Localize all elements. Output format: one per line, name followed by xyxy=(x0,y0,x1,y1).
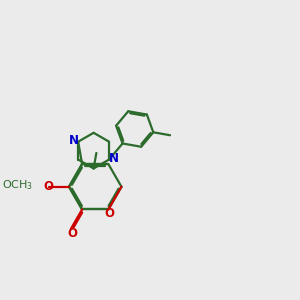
Text: OCH$_3$: OCH$_3$ xyxy=(2,178,33,192)
Text: N: N xyxy=(109,152,119,165)
Text: O: O xyxy=(43,180,53,193)
Text: N: N xyxy=(68,134,79,147)
Text: O: O xyxy=(105,207,115,220)
Text: O: O xyxy=(67,227,77,240)
